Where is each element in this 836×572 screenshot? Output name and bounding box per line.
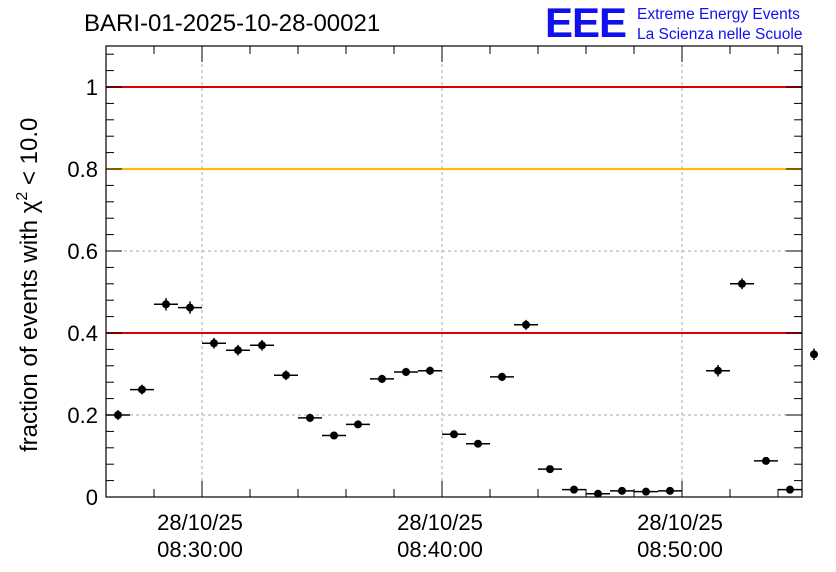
x-tick-label-time: 08:40:00 [397,537,483,562]
marker [546,465,554,474]
data-point [298,413,322,422]
y-tick-label: 0.6 [67,239,98,264]
marker [570,485,578,494]
marker [138,385,146,394]
data-point [154,298,178,311]
data-point [226,344,250,356]
data-point [778,485,802,494]
y-axis-label-rest: < 10.0 [16,118,43,192]
y-axis-label: fraction of events with χ2 < 10.0 [14,118,43,452]
data-point [178,301,202,314]
marker [210,339,218,348]
data-point [730,278,754,290]
marker [450,430,458,439]
marker [738,279,746,288]
data-point [346,420,370,429]
data-point [202,337,226,349]
y-tick-label: 0.2 [67,403,98,428]
data-point [490,372,514,381]
reference-lines [106,86,802,334]
marker [810,350,818,359]
marker [402,367,410,376]
x-tick-label-date: 28/10/25 [637,510,723,535]
data-points [106,278,818,498]
page-title: BARI-01-2025-10-28-00021 [84,10,381,37]
data-point [250,339,274,351]
y-tick-label: 0 [86,485,98,510]
x-tick-label-time: 08:30:00 [157,537,243,562]
y-tick-label: 0.4 [67,321,98,346]
data-point [810,348,818,361]
marker [186,303,194,312]
marker [666,486,674,495]
data-point [394,367,418,377]
data-point [610,486,634,495]
marker [714,366,722,375]
marker [354,420,362,429]
x-tick-label-date: 28/10/25 [397,510,483,535]
logo-mark: EEE [545,0,627,46]
y-tick-label: 1 [86,75,98,100]
marker [234,346,242,355]
tick-labels: 00.20.40.60.8128/10/2508:30:0028/10/2508… [67,75,722,562]
marker [330,431,338,440]
marker [594,489,602,498]
marker [522,320,530,329]
data-point [418,366,442,375]
data-point [130,384,154,395]
marker [306,413,314,422]
eee-logo: EEE Extreme Energy Events La Scienza nel… [545,0,830,46]
data-point [634,487,658,496]
marker [258,341,266,350]
logo-line-2: La Scienza nelle Scuole [637,26,803,43]
data-point [706,364,730,377]
data-point [562,485,586,494]
marker [378,374,386,383]
axis-ticks [105,46,802,498]
data-point [442,430,466,439]
marker [762,456,770,465]
marker [498,372,506,381]
y-axis-label-sup: 2 [14,192,31,201]
marker [426,366,434,375]
data-point [370,374,394,384]
data-point [466,439,490,448]
y-tick-label: 0.8 [67,157,98,182]
data-point [538,465,562,474]
data-point [586,489,610,498]
marker [618,486,626,495]
data-point [754,456,778,465]
x-tick-label-date: 28/10/25 [157,510,243,535]
data-point [514,319,538,330]
marker [162,300,170,309]
y-axis-label-main: fraction of events with χ [16,200,43,452]
data-point [274,370,298,381]
data-point [658,486,682,495]
marker [474,439,482,448]
marker [642,487,650,496]
plot-frame [105,45,803,498]
grid-layer [106,46,802,497]
marker [786,485,794,494]
logo-line-1: Extreme Energy Events [637,6,800,23]
data-point [322,431,346,440]
x-tick-label-time: 08:50:00 [637,537,723,562]
marker [282,371,290,380]
